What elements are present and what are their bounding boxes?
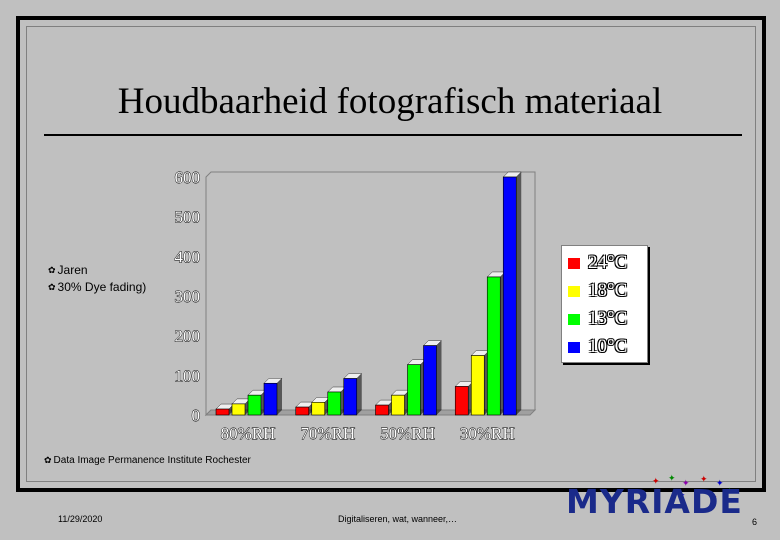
x-tick-label: 30%RH xyxy=(460,424,515,443)
bar-side xyxy=(436,340,442,415)
bar xyxy=(231,403,246,416)
svg-text:✦: ✦ xyxy=(652,477,660,487)
legend-item: 24°C xyxy=(568,252,627,274)
bar-side xyxy=(356,373,362,415)
legend-swatch xyxy=(568,313,580,325)
bullet-list: ✿ Jaren ✿ 30% Dye fading) xyxy=(48,262,146,296)
slide-title: Houdbaarheid fotografisch materiaal xyxy=(117,81,663,122)
legend-item: 18°C xyxy=(568,280,627,302)
svg-text:✦: ✦ xyxy=(668,474,676,484)
svg-text:✦: ✦ xyxy=(710,493,718,503)
svg-text:✦: ✦ xyxy=(694,489,702,499)
y-tick-label: 200 xyxy=(175,327,201,346)
bar xyxy=(247,394,262,416)
y-tick-label: 0 xyxy=(192,406,201,425)
logo-text: MYRIADE xyxy=(566,482,743,521)
myriade-logo: ✦ ✦ ✦ ✦ ✦ ✦ ✦ ✦ ✦ MYRIADE xyxy=(560,474,743,528)
chart-legend: 24°C 18°C 13°C 10°C xyxy=(561,245,648,363)
bullet-text: Jaren xyxy=(57,263,88,277)
bullet-icon: ✿ xyxy=(48,282,56,292)
legend-item: 10°C xyxy=(568,336,627,358)
chart-floor xyxy=(204,409,537,416)
svg-text:✦: ✦ xyxy=(678,491,686,501)
bar xyxy=(470,355,485,416)
x-tick-label: 80%RH xyxy=(221,424,276,443)
bar xyxy=(327,391,342,416)
page-number: 6 xyxy=(752,517,758,527)
bar xyxy=(375,404,389,416)
legend-swatch xyxy=(568,257,580,269)
bullet-text: 30% Dye fading) xyxy=(57,280,147,294)
svg-text:✦: ✦ xyxy=(716,479,724,489)
bar-chart: 0 100 200 300 400 500 600 80%RH 70%RH 50%RH 30%RH xyxy=(174,168,537,443)
bar xyxy=(454,386,469,416)
svg-text:✦: ✦ xyxy=(726,487,734,497)
footer-text: Digitaliseren, wat, wanneer,… xyxy=(338,514,458,524)
legend-label: 13°C xyxy=(588,308,628,329)
svg-text:✦: ✦ xyxy=(700,475,708,485)
x-tick-label: 50%RH xyxy=(380,424,435,443)
legend-label: 24°C xyxy=(588,252,628,273)
bar xyxy=(311,402,326,416)
footer-date: 11/29/2020 xyxy=(58,514,103,524)
y-tick-label: 100 xyxy=(175,366,201,385)
bar xyxy=(215,408,230,416)
y-tick-label: 400 xyxy=(175,247,201,266)
bar xyxy=(502,176,517,416)
source-note: ✿ Data Image Permanence Institute Roches… xyxy=(44,455,251,466)
svg-text:✦: ✦ xyxy=(682,479,690,489)
y-tick-label: 500 xyxy=(175,208,201,227)
x-tick-label: 70%RH xyxy=(300,424,355,443)
bar xyxy=(486,276,501,416)
title-divider xyxy=(44,134,742,136)
bar xyxy=(391,394,405,416)
logo-stars-icon: ✦ ✦ ✦ ✦ ✦ ✦ ✦ ✦ ✦ xyxy=(652,474,734,503)
bar xyxy=(263,382,278,416)
bar-side xyxy=(516,172,522,415)
y-tick-label: 600 xyxy=(175,168,201,187)
y-tick-label: 300 xyxy=(175,287,201,306)
source-text: Data Image Permanence Institute Rocheste… xyxy=(53,455,251,466)
legend-label: 18°C xyxy=(588,280,628,301)
bullet-icon: ✿ xyxy=(44,455,52,465)
bar xyxy=(407,364,421,416)
bullet-item: ✿ Jaren xyxy=(48,262,146,279)
bar xyxy=(343,378,358,416)
legend-swatch xyxy=(568,285,580,297)
legend-swatch xyxy=(568,341,580,353)
bar xyxy=(423,345,437,416)
legend-item: 13°C xyxy=(568,308,627,330)
legend-label: 10°C xyxy=(588,336,628,357)
bullet-item: ✿ 30% Dye fading) xyxy=(48,279,146,296)
bar-side xyxy=(277,378,282,415)
bullet-icon: ✿ xyxy=(48,265,56,275)
bar xyxy=(295,406,310,416)
